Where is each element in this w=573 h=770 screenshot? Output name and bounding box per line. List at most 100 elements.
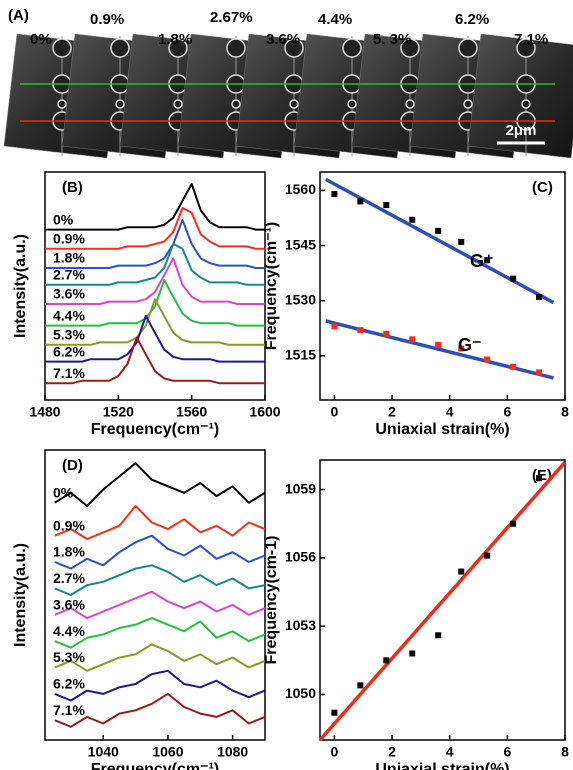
series-label: 6.2% — [53, 676, 85, 692]
data-point — [536, 475, 543, 482]
x-tick-label: 1480 — [29, 404, 60, 420]
series-label: 3.6% — [53, 286, 85, 302]
series-label: 1.8% — [53, 544, 85, 560]
panel-label: (B) — [62, 179, 83, 196]
data-point — [409, 336, 416, 343]
data-point — [331, 709, 338, 716]
x-tick-label: 8 — [561, 404, 569, 420]
hole — [405, 99, 415, 109]
plot-frame — [44, 449, 266, 741]
data-point — [458, 568, 465, 575]
series-label: G⁻ — [458, 335, 482, 355]
chart: 0 2 4 6 8 1515 1530 1545 1560 Uniaxial strain(%) F… — [263, 171, 569, 438]
hole — [231, 99, 241, 109]
x-tick-label: 6 — [503, 404, 511, 420]
x-axis-label: Uniaxial strain(%) — [375, 761, 509, 770]
x-tick-label: 0 — [331, 744, 339, 760]
y-tick-label: 1056 — [285, 549, 316, 565]
strain-label: 4.4% — [318, 11, 352, 28]
plot-frame — [319, 171, 566, 401]
data-point — [536, 294, 543, 301]
data-point — [435, 632, 442, 639]
series-label: 0.9% — [53, 517, 85, 533]
y-axis-label: Frequency(cm-1) — [263, 536, 280, 665]
strain-label: 3.6% — [266, 31, 300, 48]
data-point — [383, 657, 390, 664]
hole — [57, 99, 67, 109]
data-point — [331, 191, 338, 198]
data-point — [458, 238, 465, 245]
y-axis-label: Frequency(cm⁻¹) — [263, 222, 280, 350]
x-tick-label: 1600 — [249, 404, 280, 420]
panel-label: (A) — [8, 7, 29, 24]
spectrum-line — [54, 462, 266, 507]
x-tick-label: 6 — [503, 744, 511, 760]
x-tick-label: 1520 — [103, 404, 134, 420]
spectrum-line — [45, 257, 265, 305]
x-tick-label: 1060 — [152, 744, 183, 760]
micrograph-tile — [467, 33, 573, 159]
spectrum-line — [45, 336, 265, 385]
series-label: 1.8% — [53, 250, 85, 266]
hole — [400, 38, 420, 58]
spectrum-line — [45, 315, 265, 363]
data-point — [435, 341, 442, 348]
series-label: 0.9% — [53, 231, 85, 247]
y-tick-label: 1053 — [285, 617, 316, 633]
panel-label: (C) — [532, 179, 553, 196]
strain-label: 1.8% — [158, 31, 192, 48]
data-point — [383, 202, 390, 209]
chart: 1480 1520 1560 1600 Frequency(cm⁻¹) Intensity… — [12, 171, 281, 438]
spectrum-line — [45, 183, 265, 231]
hole — [168, 38, 188, 58]
x-axis-label: Frequency(cm⁻¹) — [91, 761, 219, 770]
strain-label: 2.67% — [210, 9, 253, 26]
x-axis-label: Uniaxial strain(%) — [375, 421, 509, 438]
data-point — [484, 356, 491, 363]
spectrum-line — [45, 279, 265, 327]
spectrum-line — [45, 243, 265, 286]
hole — [284, 38, 304, 58]
y-tick-label: 1530 — [285, 291, 316, 307]
x-tick-label: 2 — [388, 404, 396, 420]
y-axis-label: Intensity(a.u.) — [12, 234, 29, 338]
strain-label: 7.1% — [514, 31, 548, 48]
data-point — [357, 327, 364, 334]
strain-label: 0.9% — [90, 11, 124, 28]
spectrum-line — [54, 669, 266, 702]
data-point — [357, 198, 364, 205]
series-label: 2.7% — [53, 570, 85, 586]
scale-bar-label: 2μm — [506, 122, 537, 139]
fit-line — [318, 461, 567, 742]
data-point — [458, 345, 465, 352]
series-label: 4.4% — [53, 623, 85, 639]
hole — [115, 99, 125, 109]
x-tick-label: 2 — [388, 744, 396, 760]
plot-frame — [44, 171, 266, 401]
series-label: 5.3% — [53, 327, 85, 343]
strain-label: 0% — [30, 31, 52, 48]
panel-label: (D) — [62, 457, 83, 474]
series-label: 0% — [53, 484, 74, 500]
spectrum-line — [54, 643, 266, 672]
strain-label: 5. 3% — [373, 31, 411, 48]
series-label: 0% — [53, 211, 74, 227]
image-panel: 2μm (A)0% 0.9% 1.8% 2.67% 3.6% 4.4% 5. 3% 6.2% 7.… — [3, 7, 573, 162]
y-axis-label: Intensity(a.u.) — [12, 543, 29, 647]
y-tick-label: 1545 — [285, 236, 316, 252]
spectrum-line — [45, 298, 265, 346]
chart: 0 2 4 6 8 1050 1053 1056 1059 Uniaxial strain(%) F… — [263, 459, 569, 770]
x-tick-label: 1080 — [217, 744, 248, 760]
data-point — [510, 275, 517, 282]
spectrum-line — [54, 534, 266, 570]
fit-line — [324, 177, 555, 305]
series-label: 2.7% — [53, 267, 85, 283]
series-label: 5.3% — [53, 649, 85, 665]
y-tick-label: 1515 — [285, 347, 316, 363]
hole — [521, 99, 531, 109]
hole — [516, 38, 536, 58]
hole — [463, 99, 473, 109]
plot-frame — [319, 459, 566, 741]
